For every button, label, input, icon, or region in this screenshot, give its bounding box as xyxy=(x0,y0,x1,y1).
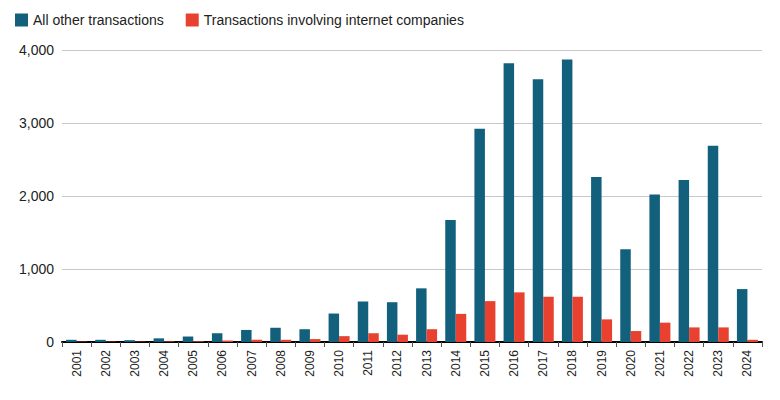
svg-text:All other transactions: All other transactions xyxy=(33,12,164,28)
svg-text:2012: 2012 xyxy=(390,350,404,377)
svg-text:2013: 2013 xyxy=(420,350,434,377)
svg-text:2004: 2004 xyxy=(157,350,171,377)
svg-text:2001: 2001 xyxy=(70,350,84,377)
svg-text:2023: 2023 xyxy=(711,350,725,377)
svg-text:4,000: 4,000 xyxy=(19,42,54,58)
svg-text:2017: 2017 xyxy=(536,350,550,377)
svg-text:2015: 2015 xyxy=(478,350,492,377)
svg-text:1,000: 1,000 xyxy=(19,261,54,277)
svg-text:2019: 2019 xyxy=(595,350,609,377)
svg-text:2020: 2020 xyxy=(624,350,638,377)
svg-text:Transactions involving interne: Transactions involving internet companie… xyxy=(204,12,464,28)
svg-text:2005: 2005 xyxy=(186,350,200,377)
svg-text:2006: 2006 xyxy=(215,350,229,377)
svg-text:2021: 2021 xyxy=(653,350,667,377)
svg-text:2016: 2016 xyxy=(507,350,521,377)
svg-text:2002: 2002 xyxy=(99,350,113,377)
svg-text:2018: 2018 xyxy=(565,350,579,377)
svg-text:2024: 2024 xyxy=(740,350,754,377)
svg-text:2011: 2011 xyxy=(361,350,375,376)
svg-text:2,000: 2,000 xyxy=(19,188,54,204)
svg-text:2003: 2003 xyxy=(128,350,142,377)
svg-text:2009: 2009 xyxy=(303,350,317,377)
svg-text:2007: 2007 xyxy=(245,350,259,377)
svg-text:2014: 2014 xyxy=(449,350,463,377)
svg-text:2010: 2010 xyxy=(332,350,346,377)
svg-text:2022: 2022 xyxy=(682,350,696,377)
svg-text:3,000: 3,000 xyxy=(19,115,54,131)
svg-text:0: 0 xyxy=(46,334,54,350)
svg-text:2008: 2008 xyxy=(274,350,288,377)
